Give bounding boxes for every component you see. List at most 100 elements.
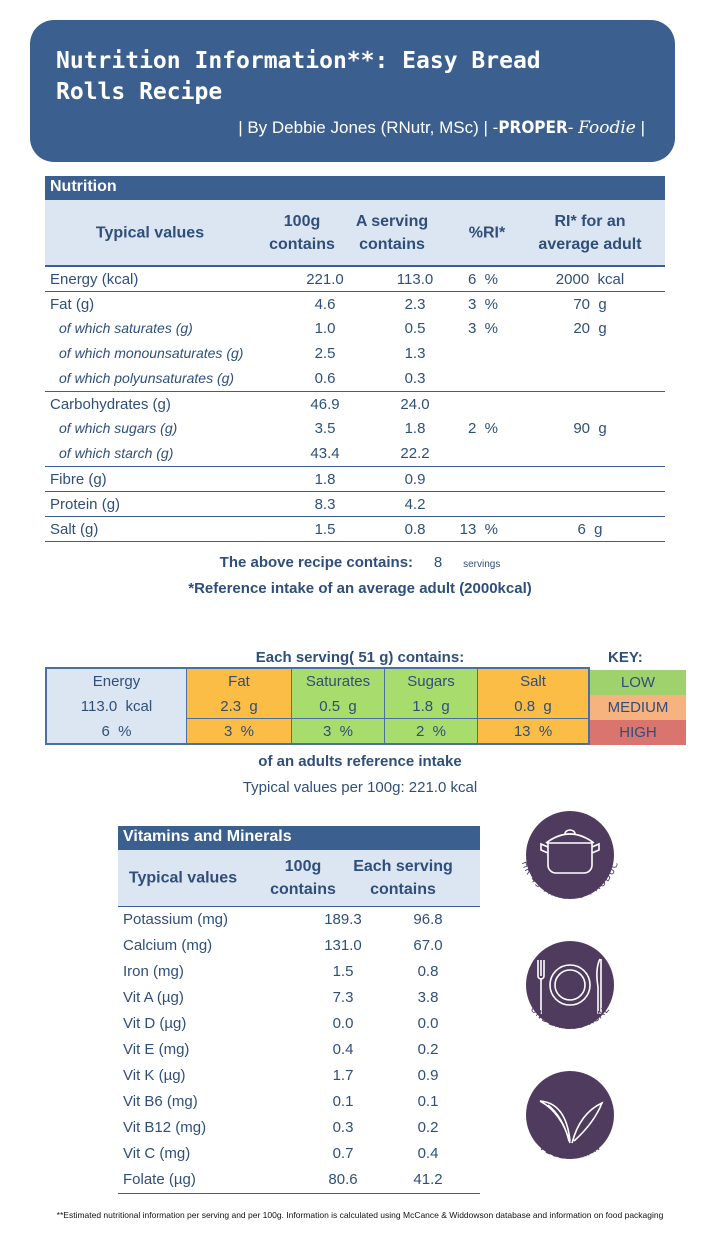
vitamin-row: Vit C (mg) 0.7 0.4 (118, 1141, 480, 1167)
vitamin-row: Vit E (mg) 0.4 0.2 (118, 1037, 480, 1063)
vitamin-label: Vit B6 (mg) (123, 1093, 198, 1110)
vitamin-label: Iron (mg) (123, 963, 184, 980)
nutrition-row: of which saturates (g) 1.0 0.5 3 % 20 g (45, 316, 665, 341)
cell-amount: 0.8 g (478, 694, 588, 719)
per-serving: 0.3 (404, 370, 426, 387)
per-100g: 4.6 (314, 296, 336, 313)
nutrient-label: Protein (g) (50, 496, 121, 513)
col-typical: Typical values (95, 224, 205, 241)
vitamin-row: Potassium (mg) 189.3 96.8 (118, 907, 480, 933)
per-serving: 0.9 (417, 1067, 439, 1084)
cell-name: Energy (92, 673, 141, 690)
vitamin-row: Vit D (µg) 0.0 0.0 (118, 1011, 480, 1037)
key-high: HIGH (590, 720, 686, 745)
nutrition-row: Carbohydrates (g) 46.9 24.0 (45, 391, 665, 416)
col-ri-pct: %RI* (468, 224, 506, 241)
key-label: KEY: (608, 649, 643, 666)
nutrition-row: of which monounsaturates (g) 2.5 1.3 (45, 341, 665, 366)
vitamin-label: Calcium (mg) (123, 937, 213, 954)
leaf-icon (539, 1100, 604, 1144)
per-100g: 0.7 (332, 1145, 354, 1162)
nutrition-title: Nutrition (45, 176, 665, 200)
cell-percent: 13 % (513, 723, 553, 740)
per-serving: 1.8 (404, 420, 426, 437)
vitamin-label: Potassium (mg) (123, 911, 229, 928)
per-serving: 0.9 (404, 471, 426, 488)
ri-percent: 3 % (467, 296, 498, 313)
cell-name: Sugars (407, 673, 455, 690)
vitamin-row: Folate (µg) 80.6 41.2 (118, 1167, 480, 1193)
traffic-cell-salt: Salt 0.8 g 13 % (478, 669, 588, 743)
per-100g: 1.5 (332, 963, 354, 980)
ri-percent: 13 % (459, 521, 498, 538)
badge-leaf: VEGETARIAN (510, 1060, 630, 1180)
vitamin-label: Vit A (µg) (123, 989, 184, 1006)
servings-label: The above recipe contains: (219, 554, 414, 571)
nutrient-label: Salt (g) (50, 521, 99, 538)
cell-amount: 113.0 kcal (80, 698, 153, 715)
vitamin-label: Vit B12 (mg) (123, 1119, 207, 1136)
per-100g: 1.5 (314, 521, 336, 538)
col-100g: 100g contains (269, 212, 335, 253)
nutrient-label: Carbohydrates (g) (50, 396, 171, 413)
cell-amount: 2.3 g (187, 694, 291, 719)
title-banner: Nutrition Information**: Easy Bread Roll… (30, 20, 675, 162)
nutrient-label: of which polyunsaturates (g) (59, 370, 235, 386)
cell-amount: 1.8 g (385, 694, 477, 719)
vitamins-table: Vitamins and Minerals Typical values 100… (118, 826, 480, 1194)
per-100g: 0.1 (332, 1093, 354, 1110)
per-serving: 0.1 (417, 1093, 439, 1110)
servings-unit: servings (463, 559, 501, 570)
vitamin-row: Calcium (mg) 131.0 67.0 (118, 933, 480, 959)
footnote: **Estimated nutritional information per … (56, 1210, 664, 1220)
byline: | By Debbie Jones (RNutr, MSc) | -PROPER… (238, 118, 645, 138)
per-serving: 4.2 (404, 496, 426, 513)
ri-footer: of an adults reference intake (258, 753, 462, 770)
per-100g: 1.7 (332, 1067, 354, 1084)
per-serving: 0.4 (417, 1145, 439, 1162)
ri-percent: 2 % (467, 420, 498, 437)
nutrition-row: Protein (g) 8.3 4.2 (45, 491, 665, 516)
nutrient-label: of which monounsaturates (g) (59, 345, 244, 361)
vitamin-row: Vit B12 (mg) 0.3 0.2 (118, 1115, 480, 1141)
key-low: LOW (590, 670, 686, 695)
per-serving: 41.2 (413, 1171, 443, 1188)
per-100g: 46.9 (310, 396, 340, 413)
per-serving: 22.2 (400, 445, 430, 462)
ri-value: 6 g (577, 521, 603, 538)
per-100g: 0.4 (332, 1041, 354, 1058)
per-100g: 0.3 (332, 1119, 354, 1136)
color-key: LOW MEDIUM HIGH (590, 670, 686, 745)
nutrient-label: Fibre (g) (50, 471, 107, 488)
traffic-cell-fat: Fat 2.3 g 3 % (187, 669, 292, 743)
per-serving: 0.8 (404, 521, 426, 538)
cell-percent: 6 % (101, 723, 132, 740)
traffic-cell-sugars: Sugars 1.8 g 2 % (385, 669, 478, 743)
key-medium: MEDIUM (590, 695, 686, 720)
per-100g: 1.0 (314, 320, 336, 337)
ri-percent: 6 % (467, 271, 498, 288)
badge-plate-cutlery: UNDER 200 KCAL (510, 930, 630, 1050)
vitamin-row: Iron (mg) 1.5 0.8 (118, 959, 480, 985)
nutrient-label: Fat (g) (50, 296, 95, 313)
per-100g: 80.6 (328, 1171, 358, 1188)
per-100g: 2.5 (314, 345, 336, 362)
cell-percent: 2 % (415, 723, 446, 740)
per-100g: 3.5 (314, 420, 336, 437)
nutrition-row: Energy (kcal) 221.0 113.0 6 % 2000 kcal (45, 266, 665, 291)
cell-percent: 3 % (322, 723, 353, 740)
per-serving: 113.0 (396, 271, 434, 288)
brand-sep: - (567, 118, 579, 137)
per-100g: 1.8 (314, 471, 336, 488)
ri-note: *Reference intake of an average adult (2… (188, 580, 532, 597)
nutrition-header: Typical values 100g contains A serving c… (45, 200, 665, 266)
byline-end: | (635, 118, 645, 137)
ri-value: 2000 kcal (555, 271, 625, 288)
vitamins-title: Vitamins and Minerals (118, 826, 480, 850)
nutrition-row: of which sugars (g) 3.5 1.8 2 % 90 g (45, 416, 665, 441)
vitamin-row: Vit K (µg) 1.7 0.9 (118, 1063, 480, 1089)
vitamin-row: Vit A (µg) 7.3 3.8 (118, 985, 480, 1011)
cell-amount: 0.5 g (292, 694, 384, 719)
ri-percent: 3 % (467, 320, 498, 337)
nutrition-table: Nutrition Typical values 100g contains A… (45, 176, 665, 542)
